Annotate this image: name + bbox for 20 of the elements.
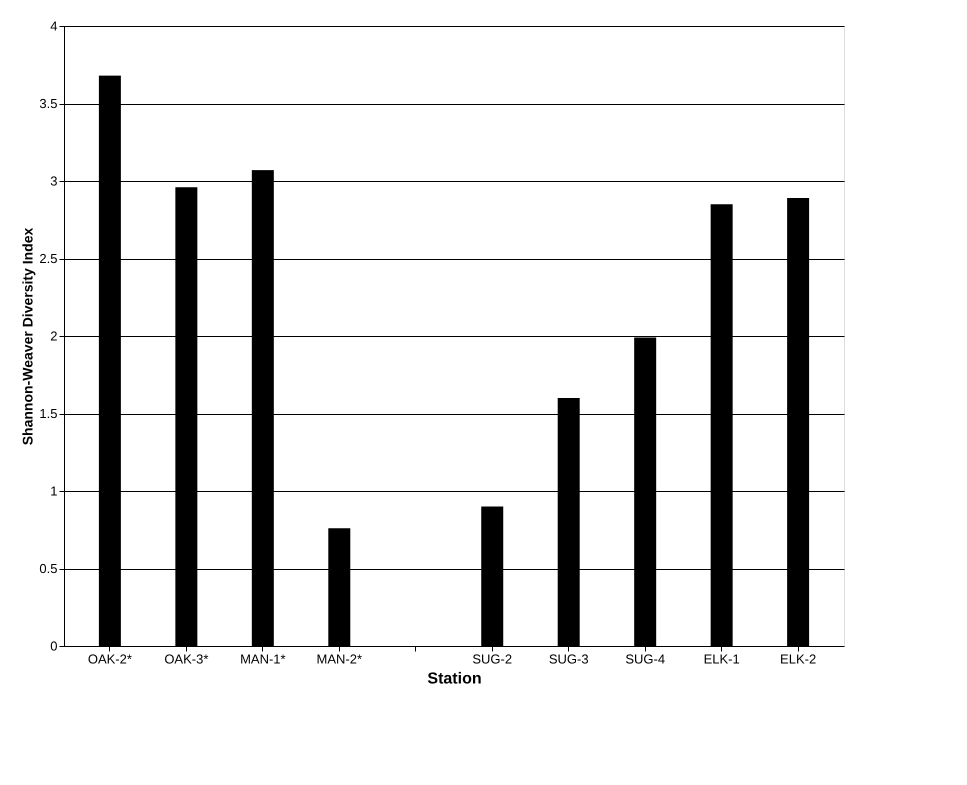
y-tick-label: 2.5 — [39, 251, 58, 266]
y-tick-label: 0.5 — [39, 561, 58, 576]
x-tick-label: SUG-4 — [625, 652, 666, 666]
y-tick-label: 3 — [50, 174, 58, 188]
y-tick-label: 1 — [50, 484, 58, 498]
y-tick-label: 3.5 — [39, 96, 58, 111]
x-tick-label: ELK-2 — [780, 652, 816, 666]
x-tick-label: MAN-1* — [240, 652, 286, 666]
x-tick-label: OAK-3* — [164, 652, 208, 666]
x-tick-label: SUG-2 — [472, 652, 512, 666]
y-tick-label: 4 — [50, 18, 58, 34]
y-tick-label: 2 — [50, 328, 58, 344]
x-tick-label: SUG-3 — [548, 652, 589, 666]
x-axis-title: Station — [427, 670, 482, 688]
y-axis-title: Shannon-Weaver Diversity Index — [19, 227, 36, 446]
x-tick-label: ELK-1 — [704, 652, 740, 666]
y-tick-label: 1.5 — [39, 406, 58, 421]
y-tick-label: 0 — [50, 638, 58, 654]
x-tick-label: MAN-2* — [316, 652, 362, 666]
x-tick-label: OAK-2* — [88, 652, 132, 666]
